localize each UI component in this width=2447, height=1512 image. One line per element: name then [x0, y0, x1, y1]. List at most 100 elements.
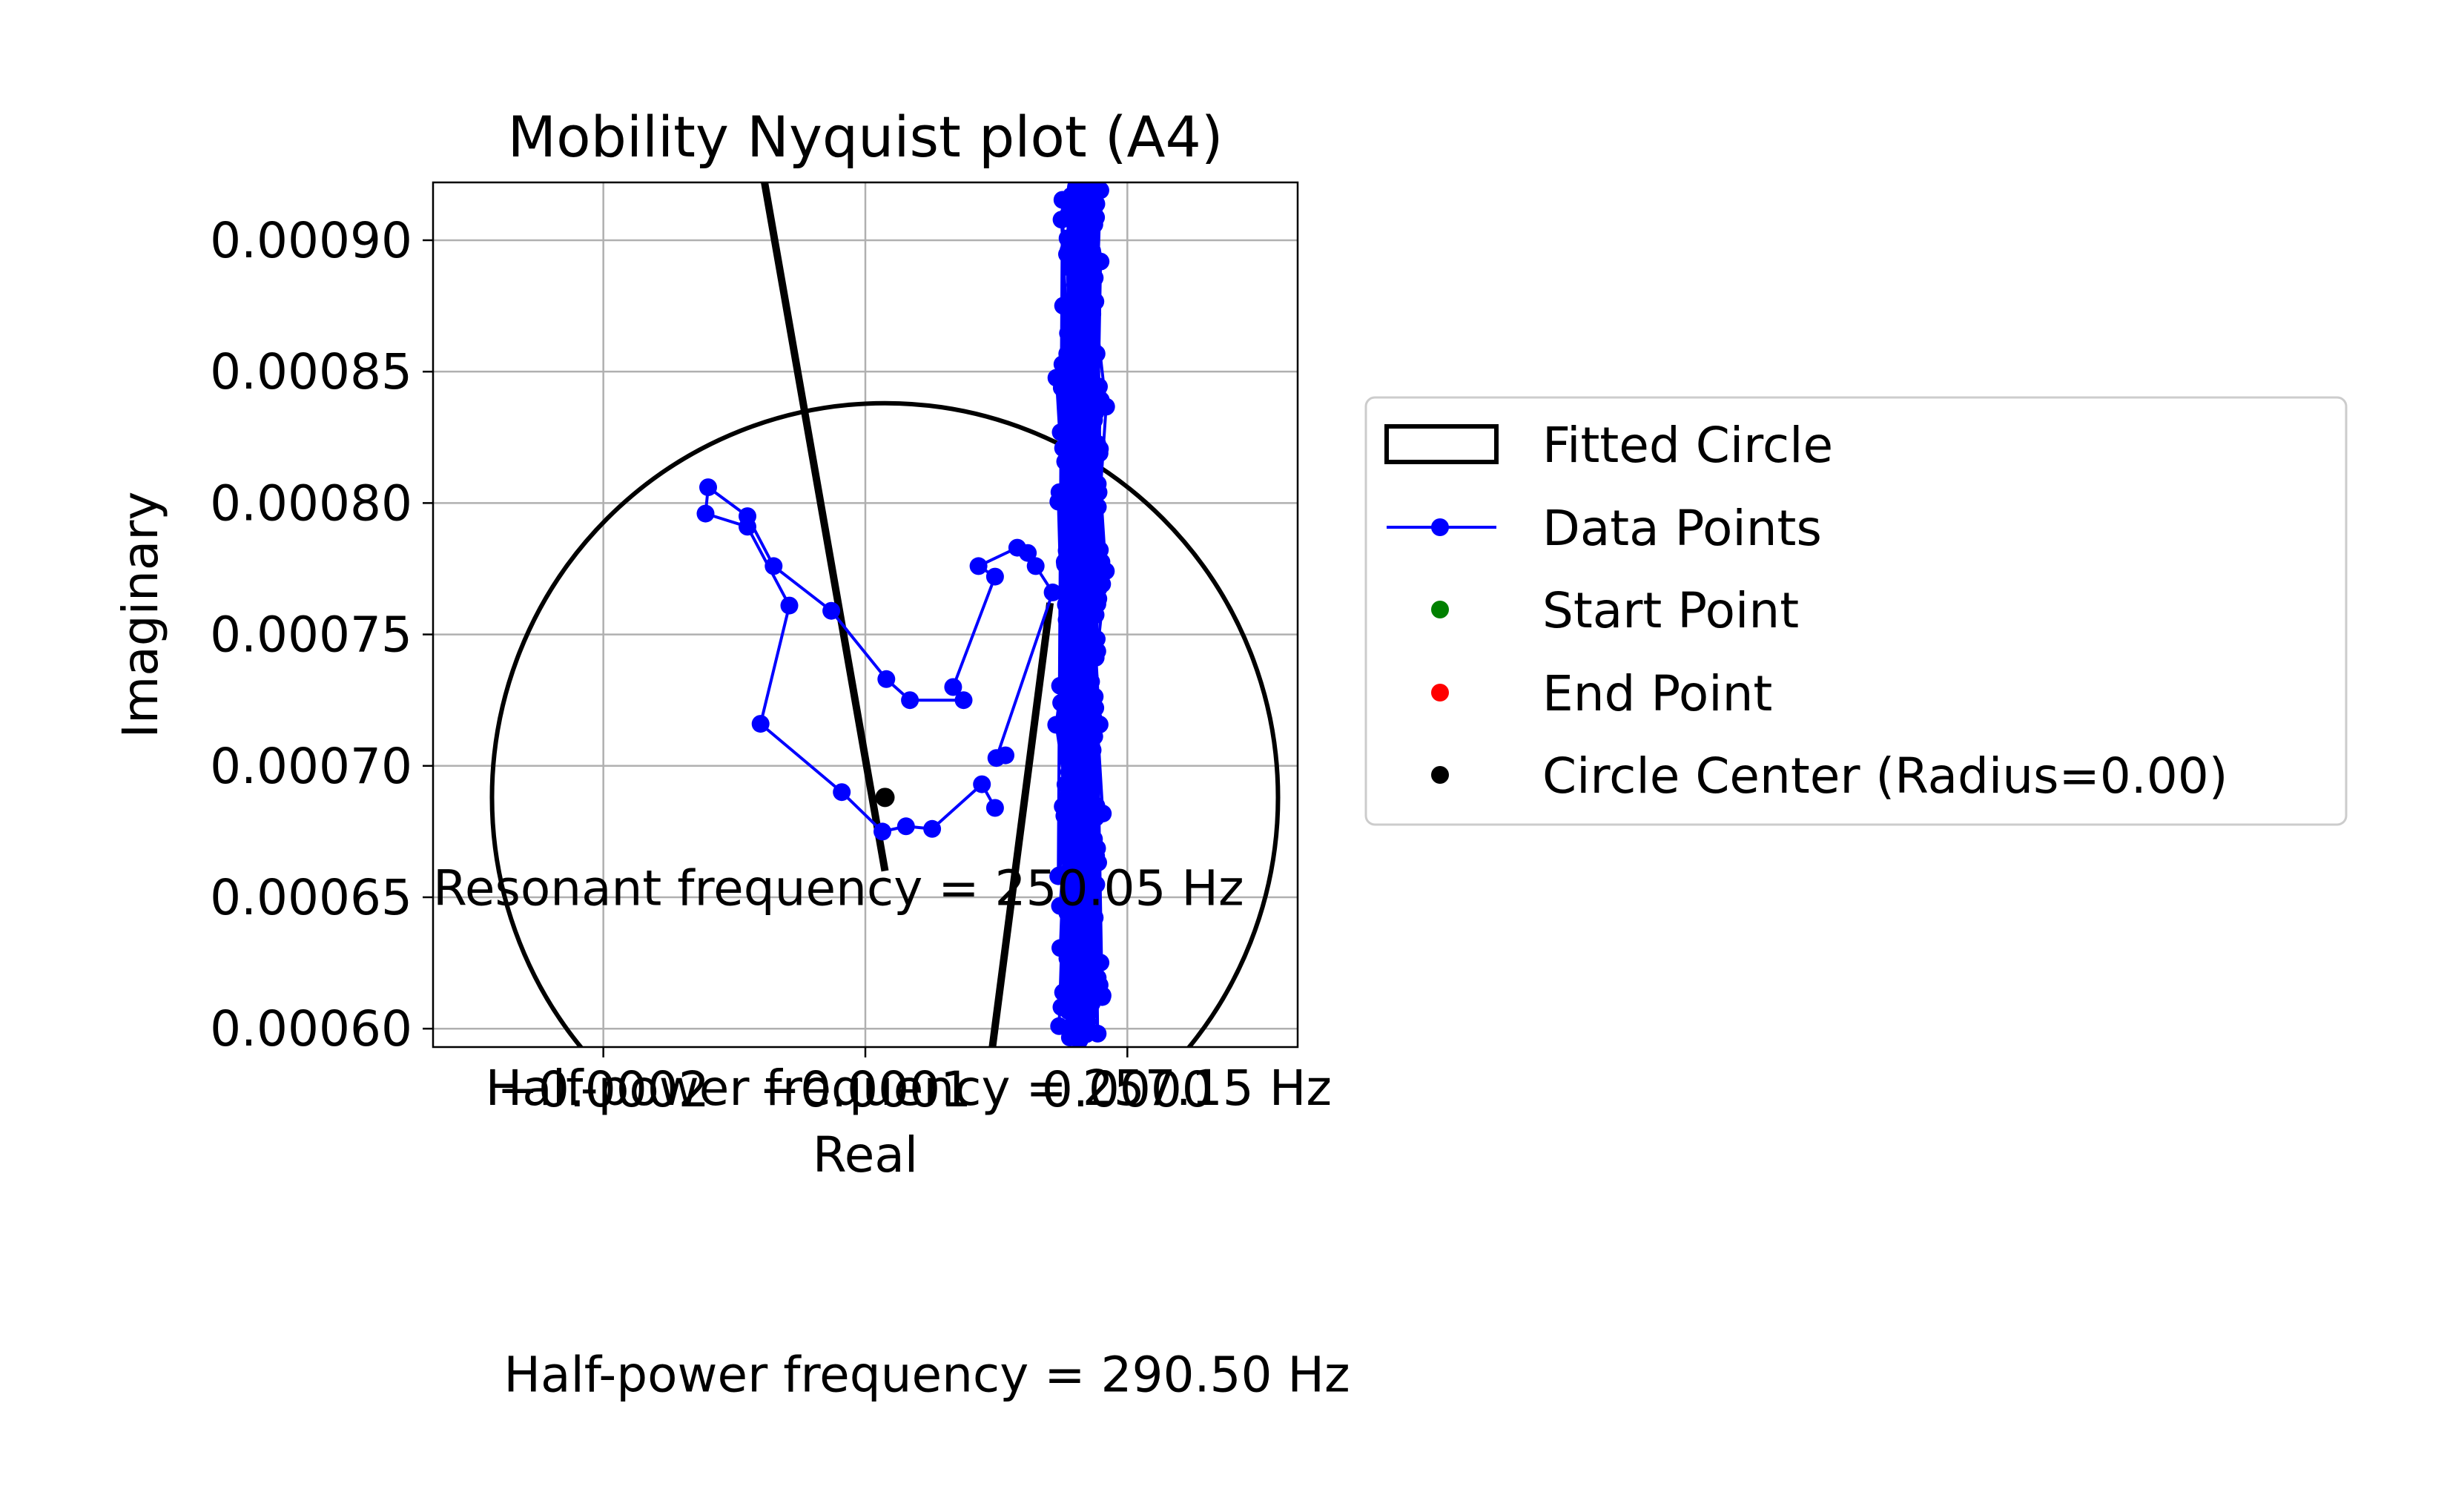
fitted-circle [489, 400, 1281, 1047]
data-point [1065, 803, 1083, 822]
data-point [1071, 865, 1090, 883]
data-point [751, 715, 770, 733]
data-point [1066, 509, 1085, 527]
data-point [1063, 351, 1082, 370]
data-point [1071, 736, 1089, 755]
data-point [944, 678, 962, 696]
data-point [1072, 987, 1091, 1006]
data-point [1063, 608, 1081, 627]
circle-center-point [875, 788, 895, 808]
data-point [1061, 196, 1080, 214]
axis-ticks: −0.0002 −0.0001 0.0000 0.00060 0.00065 0.0007… [210, 212, 1213, 1118]
data-point [1082, 210, 1100, 228]
data-point [1078, 889, 1097, 908]
data-point [1062, 590, 1080, 609]
data-point [1058, 992, 1077, 1011]
plot-area [489, 182, 1281, 1047]
data-point [1050, 1017, 1069, 1035]
y-tick-label: 0.00080 [210, 475, 412, 532]
data-point [1072, 655, 1090, 673]
data-point [1071, 710, 1090, 728]
data-point [1080, 265, 1098, 283]
data-point [1092, 391, 1110, 409]
data-point [896, 817, 915, 836]
y-tick-label: 0.00070 [210, 738, 412, 795]
y-tick-label: 0.00065 [210, 869, 412, 926]
data-point [1072, 952, 1091, 971]
legend-end-marker [1431, 684, 1449, 701]
legend-center-marker [1431, 766, 1449, 784]
data-point [1074, 495, 1092, 514]
data-point [923, 819, 942, 838]
data-point [1068, 420, 1086, 438]
legend-start-marker [1431, 601, 1449, 618]
data-point [1078, 796, 1097, 815]
legend-box [1364, 396, 2348, 826]
data-point [696, 504, 715, 523]
data-point [765, 557, 783, 575]
legend-circle-swatch [1384, 424, 1499, 464]
data-point [1082, 929, 1100, 947]
data-point [1019, 544, 1037, 562]
data-point [1064, 366, 1083, 385]
data-point [1071, 571, 1089, 590]
data-point [1069, 397, 1088, 416]
data-point [1051, 897, 1069, 915]
data-point [1088, 642, 1106, 661]
data-point [954, 691, 973, 710]
data-point [1063, 532, 1082, 550]
annotation-text: Resonant frequency = 250.05 Hz [433, 860, 1244, 917]
data-point [1076, 438, 1094, 457]
data-point [1079, 752, 1097, 770]
data-point [699, 478, 717, 497]
data-point [1063, 293, 1082, 311]
data-point [1063, 642, 1081, 661]
y-tick-label: 0.00075 [210, 607, 412, 664]
chart-title: Mobility Nyquist plot (A4) [508, 104, 1224, 170]
reference-line [760, 182, 889, 872]
data-point [874, 822, 891, 841]
data-point [1056, 555, 1074, 574]
data-point [1094, 805, 1112, 823]
data-point [1047, 369, 1066, 387]
data-point [985, 799, 1004, 817]
data-point [1071, 1029, 1089, 1047]
data-point [1089, 498, 1107, 516]
x-tick-label: −0.0002 [498, 1061, 710, 1118]
data-point [1079, 311, 1097, 330]
data-point [1058, 625, 1077, 644]
data-point [997, 746, 1014, 765]
y-tick-label: 0.00085 [210, 343, 412, 400]
data-point [1080, 188, 1098, 207]
data-point [739, 507, 756, 526]
data-point [1085, 727, 1103, 746]
data-point [1043, 583, 1062, 601]
data-point [1063, 328, 1082, 346]
legend: Fitted Circle Data Points Start Point End P… [1364, 396, 2348, 826]
data-point [822, 601, 841, 620]
x-tick-label: −0.0001 [759, 1061, 971, 1118]
data-point [1068, 695, 1086, 713]
data-point [1089, 1024, 1107, 1043]
data-point [1063, 680, 1082, 699]
data-point [780, 596, 799, 615]
data-point [1026, 557, 1045, 575]
data-point [1078, 611, 1097, 630]
legend-label: End Point [1542, 665, 1772, 722]
x-axis-label: Real [813, 1126, 918, 1183]
legend-label: Data Points [1542, 500, 1822, 557]
data-point [1089, 483, 1108, 501]
data-point [1068, 469, 1086, 487]
data-point [1063, 240, 1082, 259]
y-tick-label: 0.00090 [210, 212, 412, 269]
data-point [1082, 911, 1100, 929]
x-tick-label: 0.0000 [1042, 1061, 1213, 1118]
legend-label: Start Point [1542, 582, 1799, 639]
data-point [1077, 839, 1096, 857]
data-point [833, 783, 851, 802]
data-point [1060, 258, 1079, 277]
data-point [1080, 295, 1099, 314]
data-point [1089, 579, 1108, 598]
data-point [1087, 875, 1106, 894]
data-point [1082, 360, 1100, 378]
